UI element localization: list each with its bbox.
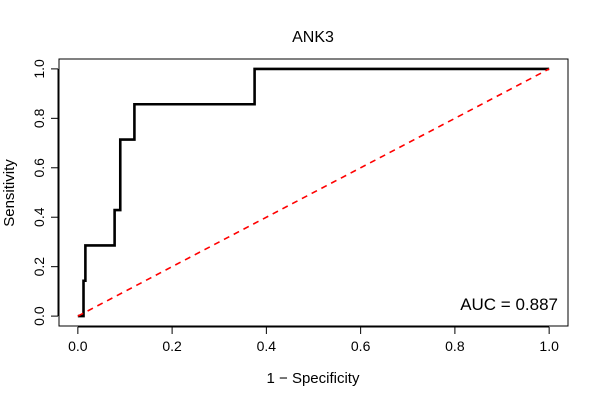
x-tick-label: 0.6 <box>351 338 371 354</box>
x-tick-label: 1.0 <box>539 338 559 354</box>
x-tick-label: 0.2 <box>162 338 182 354</box>
y-tick-label: 0.4 <box>31 207 47 227</box>
roc-curve-line <box>77 67 550 318</box>
x-axis: 0.0 0.2 0.4 0.6 0.8 1.0 <box>68 326 559 354</box>
chart-title: ANK3 <box>292 29 334 46</box>
plot-frame <box>58 58 569 327</box>
x-tick-label: 0.0 <box>68 338 88 354</box>
y-tick-label: 0.8 <box>31 108 47 128</box>
x-tick-label: 0.8 <box>445 338 465 354</box>
auc-annotation: AUC = 0.887 <box>460 295 558 314</box>
y-tick-label: 0.6 <box>31 158 47 178</box>
x-tick-label: 0.4 <box>257 338 277 354</box>
y-axis-label: Sensitivity <box>1 159 18 227</box>
reference-diagonal-line <box>77 68 550 317</box>
y-tick-label: 1.0 <box>31 59 47 79</box>
y-tick-label: 0.0 <box>31 306 47 326</box>
series-layer <box>77 67 550 318</box>
y-axis: 0.0 0.2 0.4 0.6 0.8 1.0 <box>31 59 59 326</box>
y-tick-label: 0.2 <box>31 257 47 277</box>
x-axis-label: 1 − Specificity <box>267 370 360 387</box>
